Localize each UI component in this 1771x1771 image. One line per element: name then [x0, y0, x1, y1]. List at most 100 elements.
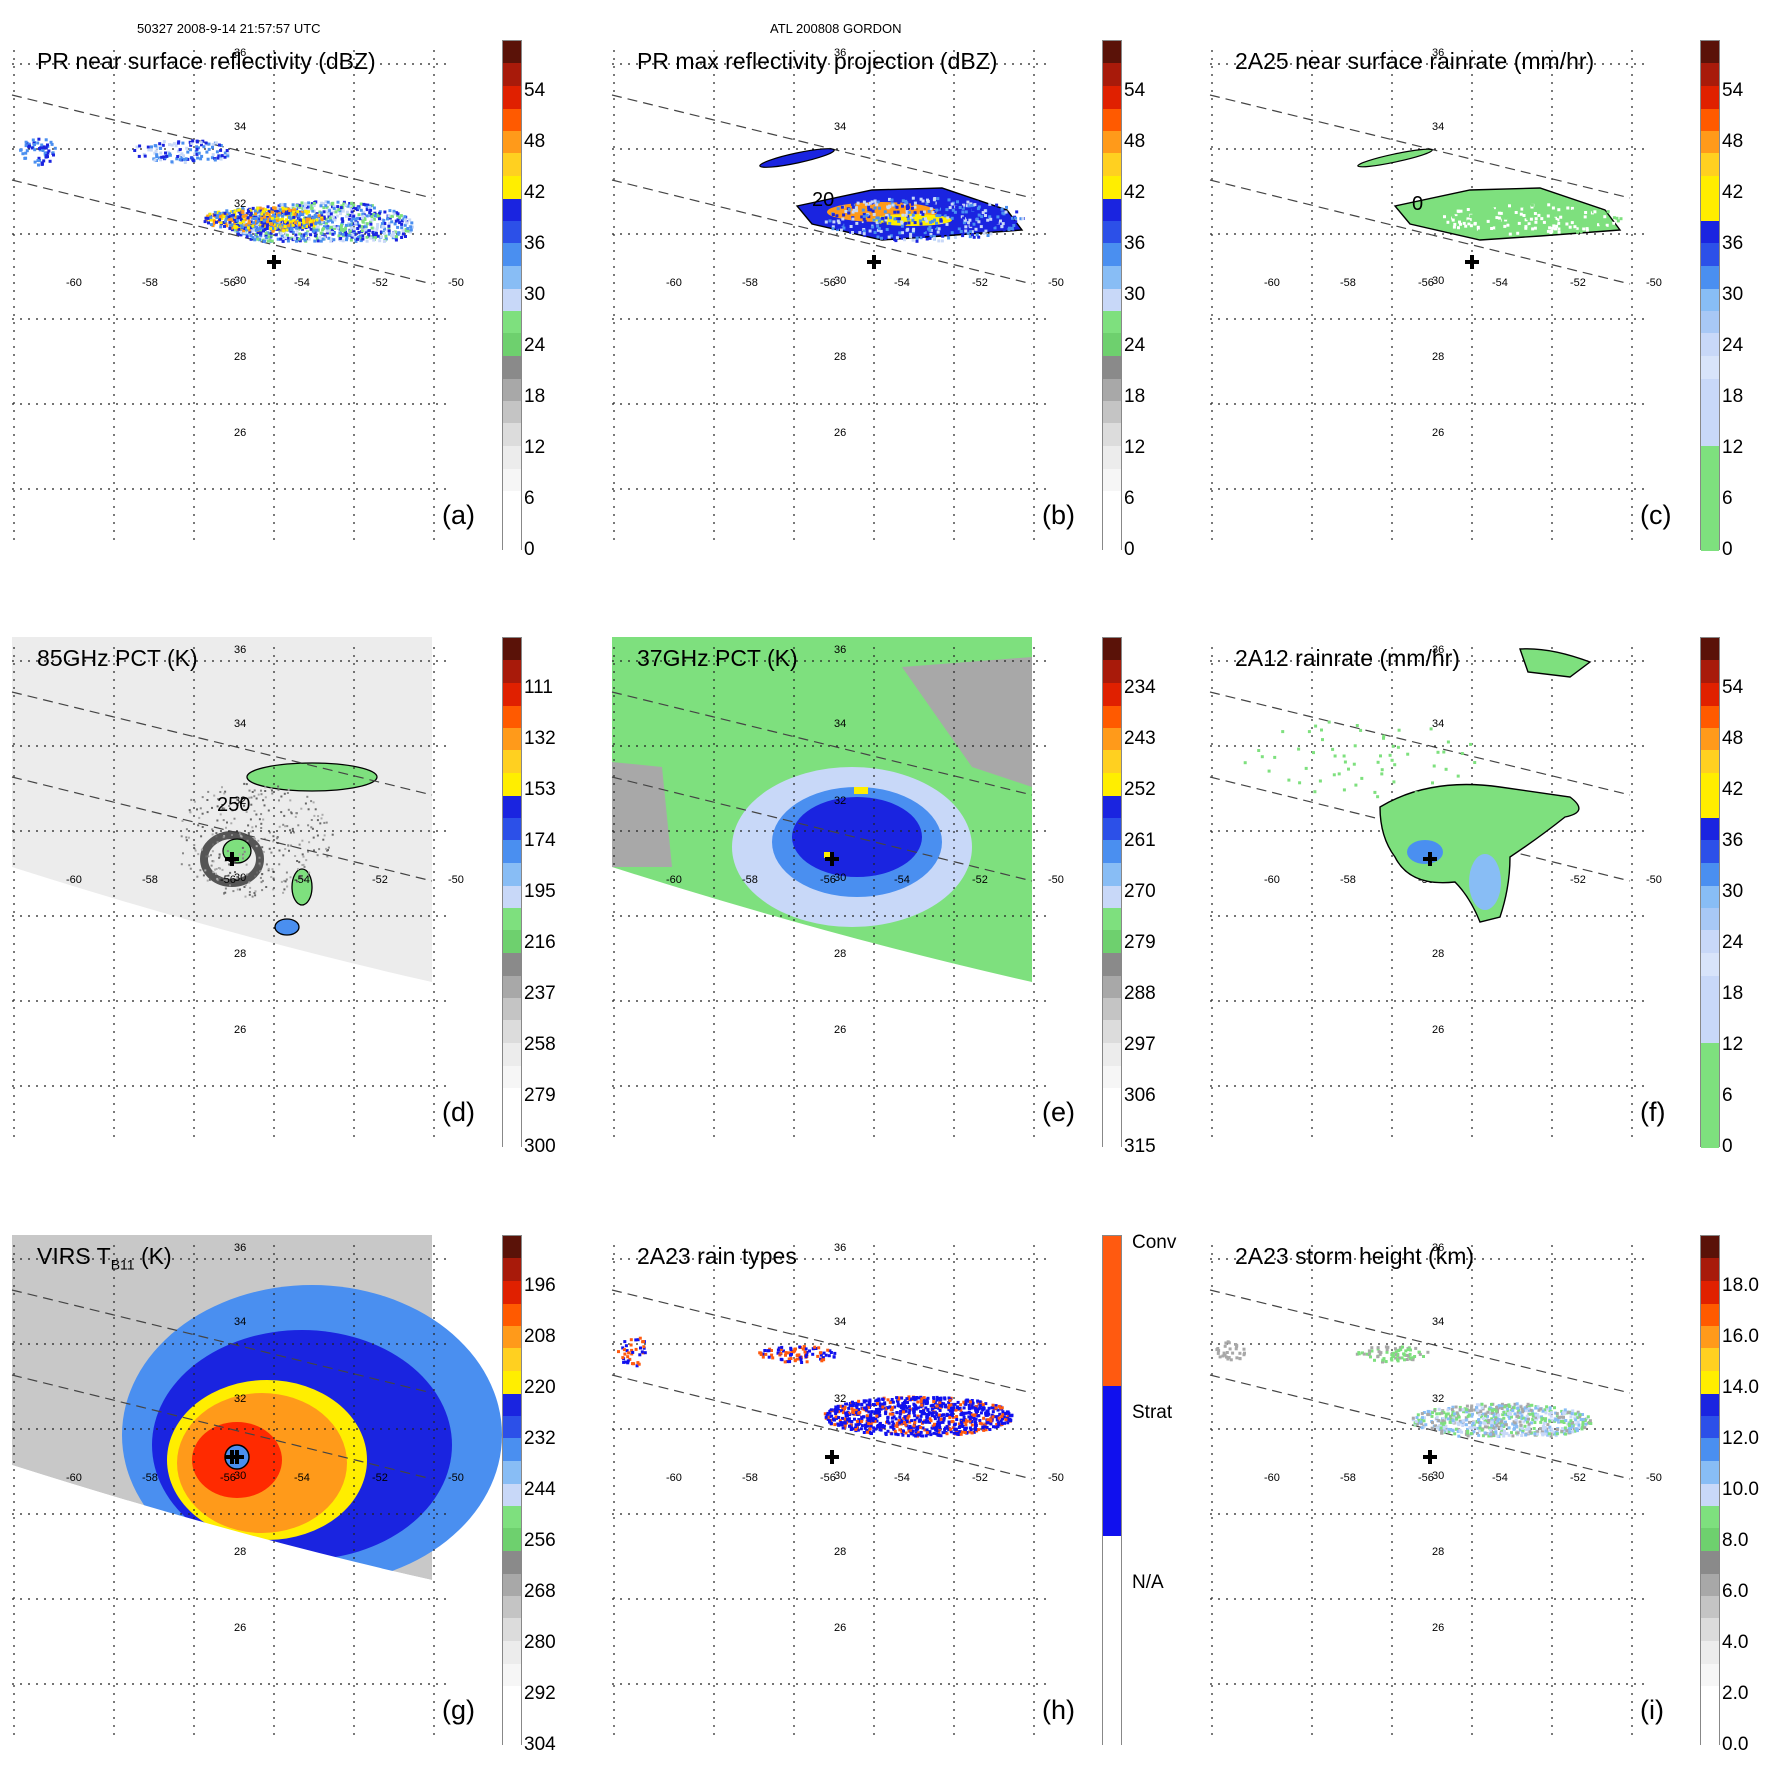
lat-tick-label: 26 [234, 1024, 246, 1036]
lon-tick-label: -56 [220, 277, 236, 289]
colorbar-segment [1701, 1574, 1719, 1596]
swath-edge-south [11, 776, 433, 882]
colorbar-segment [503, 1528, 521, 1551]
storm-center-marker [825, 1450, 839, 1464]
colorbar-tick-label: 208 [524, 1326, 556, 1347]
colorbar-tick-label: 261 [1124, 830, 1156, 851]
colorbar-segment [1701, 953, 1719, 976]
colorbar-segment [1103, 1066, 1121, 1088]
lon-tick-label: -52 [372, 874, 388, 886]
colorbar-category-label: N/A [1132, 1572, 1164, 1593]
lon-tick-label: -60 [1264, 277, 1280, 289]
colorbar-segment [503, 423, 521, 446]
panel-title-suffix: (K) [134, 1243, 172, 1269]
lat-tick-label: 28 [1432, 351, 1444, 363]
colorbar-segment [1701, 333, 1719, 356]
colorbar-segment [503, 491, 521, 551]
lon-tick-label: -56 [1418, 1472, 1434, 1484]
panel-title-main: VIRS T [37, 1243, 111, 1269]
colorbar-tick-label: 30 [524, 284, 546, 305]
lon-tick-label: -60 [66, 1472, 82, 1484]
colorbar-segment [503, 840, 521, 863]
lat-tick-label: 36 [1432, 47, 1444, 59]
colorbar-tick-label: 10.0 [1722, 1479, 1759, 1500]
reflectivity-core-pixels [203, 206, 324, 233]
lon-tick-label: -54 [894, 277, 910, 289]
pct-contour-cell [274, 918, 300, 936]
colorbar-segment [1103, 953, 1121, 976]
swath-edge-south [1209, 1374, 1631, 1480]
colorbar-tick-label: 30 [1722, 881, 1744, 902]
panel-title: VIRS TB11 (K) [37, 1243, 172, 1273]
colorbar-segment [1701, 638, 1719, 660]
colorbar-tick-label: 174 [524, 830, 556, 851]
colorbar-segment [503, 41, 521, 63]
colorbar-segment [1103, 491, 1121, 551]
colorbar-segment [503, 953, 521, 976]
lat-tick-label: 36 [234, 644, 246, 656]
orbit-time-header: 50327 2008-9-14 21:57:57 UTC [137, 21, 321, 36]
panel-label: (a) [442, 500, 475, 530]
colorbar-segment [503, 131, 521, 153]
storm-center-marker [825, 852, 839, 866]
colorbar-segment [503, 728, 521, 750]
lon-tick-label: -58 [1340, 874, 1356, 886]
panel-title: 2A23 rain types [637, 1243, 797, 1269]
swath-edge-north [611, 691, 1033, 796]
colorbar-segment [1701, 1438, 1719, 1461]
lon-tick-label: -52 [372, 277, 388, 289]
storm-name-header: ATL 200808 GORDON [770, 21, 902, 36]
colorbar-segment [1103, 289, 1121, 311]
colorbar-segment [503, 863, 521, 886]
colorbar-segment [503, 750, 521, 773]
swath-background [12, 637, 432, 982]
colorbar-segment [1103, 266, 1121, 289]
map-h: 36 34 32 30 28 26 -60 -58 -56 -54 -52 -50 [611, 1242, 1107, 1735]
colorbar-segment [1701, 86, 1719, 109]
lon-tick-label: -54 [1492, 1472, 1508, 1484]
colorbar-segment [1103, 1386, 1121, 1536]
lon-tick-label: -50 [1048, 1472, 1064, 1484]
colorbar-segment [503, 1371, 521, 1394]
colorbar-segment [1701, 840, 1719, 863]
lon-tick-label: -56 [220, 1472, 236, 1484]
colorbar-segment [1103, 706, 1121, 728]
lon-tick-label: -52 [972, 874, 988, 886]
scattering-core [824, 852, 832, 858]
colorbar-segment [1103, 131, 1121, 153]
colorbar-tick-label: 6 [1722, 1085, 1733, 1106]
colorbar-segment [1103, 469, 1121, 491]
colorbar-segment [503, 1416, 521, 1438]
panel-d: 250 36 34 32 30 28 26 -60 -58 -56 -54 -52 -50 85GHz P… [11, 637, 556, 1167]
colorbar-tick-label: 24 [1722, 335, 1744, 356]
colorbar-segment [503, 930, 521, 953]
colorbar-segment [1103, 1088, 1121, 1148]
colorbar [1102, 1235, 1122, 1746]
colorbar-segment [1701, 1551, 1719, 1574]
colorbar-tick-label: 24 [1124, 335, 1146, 356]
colorbar-segment [1103, 638, 1121, 660]
colorbar-segment [1701, 976, 1719, 998]
lon-tick-label: -56 [1418, 277, 1434, 289]
colorbar-segment [503, 266, 521, 289]
storm-center-marker [225, 1450, 239, 1464]
lat-tick-label: 36 [1432, 1242, 1444, 1254]
colorbar-segment [1701, 998, 1719, 1020]
lat-tick-label: 34 [234, 121, 246, 133]
colorbar-tick-label: 48 [1722, 131, 1744, 152]
colorbar-tick-label: 220 [524, 1377, 556, 1398]
lat-tick-label: 34 [1432, 1316, 1444, 1328]
rain-streak [1357, 148, 1433, 168]
panel-i: 36 34 32 30 28 26 -60 -58 -56 -54 -52 -50 2A23 storm… [1209, 1235, 1759, 1765]
lon-tick-label: -60 [666, 1472, 682, 1484]
scattering-core [854, 787, 868, 794]
swath-edge-south [611, 1374, 1033, 1480]
panel-title: PR near surface reflectivity (dBZ) [37, 48, 376, 74]
colorbar [1700, 40, 1720, 551]
colorbar-segment [1701, 423, 1719, 446]
colorbar-segment [503, 706, 521, 728]
panel-label: (i) [1640, 1695, 1664, 1725]
colorbar-tick-label: 252 [1124, 779, 1156, 800]
